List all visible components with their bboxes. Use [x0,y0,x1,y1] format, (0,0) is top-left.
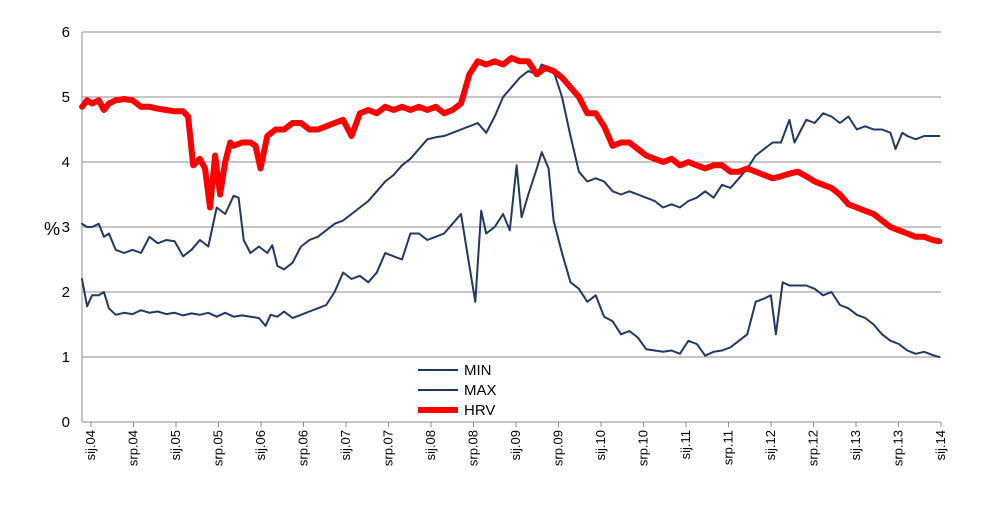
legend-label-min: MIN [464,362,492,379]
y-tick-labels: 0 1 2 3 4 5 6 [62,24,70,431]
x-tick-srp.08: srp.08 [466,430,481,466]
series-lines [79,55,943,358]
y-tick-2: 2 [62,284,70,301]
y-tick-4: 4 [62,154,70,171]
x-tick-srp.13: srp.13 [891,430,906,466]
x-tick-srp.12: srp.12 [806,430,821,466]
legend-label-hrv: HRV [464,402,495,419]
x-tick-sij.09: sij.09 [508,430,523,460]
legend-label-max: MAX [464,382,497,399]
y-tick-3: 3 [62,219,70,236]
x-tick-sij.04: sij.04 [83,430,98,460]
y-tick-1: 1 [62,349,70,366]
x-tick-srp.11: srp.11 [721,430,736,465]
x-tick-sij.07: sij.07 [338,430,353,460]
legend: MIN MAX HRV [418,362,497,419]
y-tick-0: 0 [62,414,70,431]
x-tick-srp.05: srp.05 [211,430,226,466]
x-tick-sij.12: sij.12 [763,430,778,460]
y-axis-label: % [44,219,60,239]
series-line-max [81,63,941,271]
x-tick-labels: sij.04 srp.04 sij.05 srp.05 sij.06 srp.06 sij.… [83,430,948,466]
x-tick-sij.10: sij.10 [593,430,608,460]
x-tick-sij.13: sij.13 [848,430,863,460]
x-tick-sij.11: sij.11 [678,430,693,459]
x-tick-sij.06: sij.06 [253,430,268,460]
series-line-min [81,151,941,358]
x-tick-sij.08: sij.08 [423,430,438,460]
x-tick-sij.05: sij.05 [168,430,183,460]
x-tick-srp.04: srp.04 [126,430,141,466]
y-tick-5: 5 [62,89,70,106]
y-tick-6: 6 [62,24,70,41]
axes [81,32,942,427]
x-tick-srp.09: srp.09 [551,430,566,466]
x-tick-sij.14: sij.14 [933,430,948,460]
x-tick-srp.10: srp.10 [636,430,651,466]
x-tick-srp.07: srp.07 [381,430,396,466]
series-line-hrv [79,55,943,245]
x-tick-srp.06: srp.06 [296,430,311,466]
